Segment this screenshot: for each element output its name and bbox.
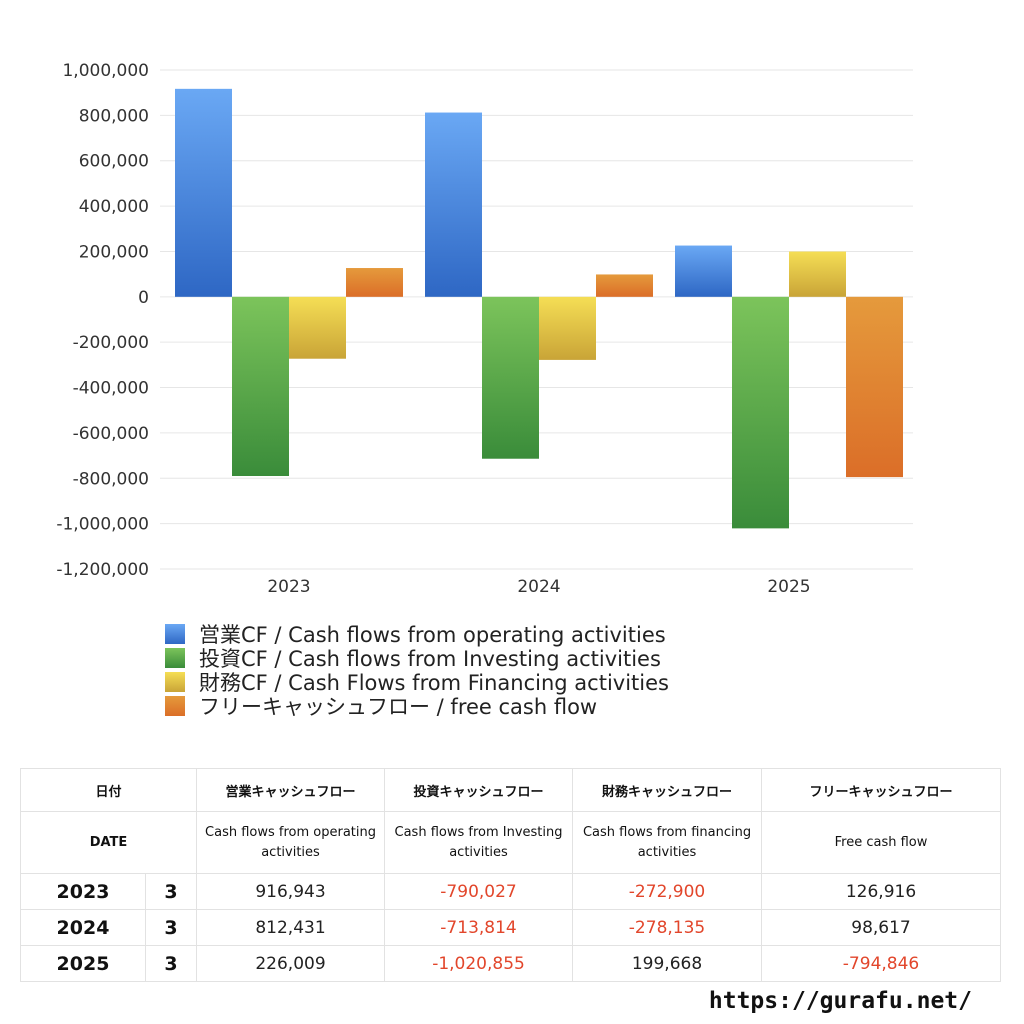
cell-free-cash-flow: -794,846	[761, 945, 1002, 982]
bar-investing-2023	[232, 296, 289, 477]
table-header-en: DATE Cash flows from operating activitie…	[19, 811, 1002, 874]
cell-investing: -790,027	[384, 873, 574, 910]
cell-operating: 226,009	[196, 945, 386, 982]
cell-financing: -272,900	[572, 873, 763, 910]
cell-operating: 812,431	[196, 909, 386, 946]
legend-label-financing: 財務CF / Cash Flows from Financing activit…	[199, 671, 669, 695]
cell-investing: -713,814	[384, 909, 574, 946]
row-year: 2023	[20, 873, 146, 910]
cell-financing: -278,135	[572, 909, 763, 946]
header-investing-en: Cash flows from Investing activities	[384, 811, 574, 874]
y-tick-label: -200,000	[73, 333, 149, 353]
x-tick-label: 2023	[267, 577, 310, 597]
cell-free-cash-flow: 98,617	[761, 909, 1002, 946]
table-row: 2023 3 916,943 -790,027 -272,900 126,916	[20, 873, 1002, 910]
legend-item-financing: 財務CF / Cash Flows from Financing activit…	[165, 670, 669, 695]
legend-swatch-free-cash-flow	[165, 696, 185, 716]
cash-flow-table: 日付 営業キャッシュフロー 投資キャッシュフロー 財務キャッシュフロー フリーキ…	[19, 768, 1002, 982]
header-free-cash-flow-en: Free cash flow	[761, 811, 1002, 874]
table-row: 2024 3 812,431 -713,814 -278,135 98,617	[20, 909, 1002, 946]
cash-flow-chart: 1,000,000 800,000 600,000 400,000 200,000 0 -2…	[56, 61, 913, 597]
bar-free-cash-flow-2023	[346, 268, 403, 297]
y-tick-label: -1,200,000	[56, 560, 149, 580]
legend-label-investing: 投資CF / Cash flows from Investing activit…	[199, 647, 661, 671]
table-header-ja: 日付 営業キャッシュフロー 投資キャッシュフロー 財務キャッシュフロー フリーキ…	[19, 768, 1002, 812]
bar-investing-2025	[732, 296, 789, 529]
legend-label-operating: 営業CF / Cash flows from operating activit…	[199, 623, 666, 647]
bar-operating-2023	[175, 88, 232, 297]
row-year: 2024	[20, 909, 146, 946]
legend-item-operating: 営業CF / Cash flows from operating activit…	[165, 622, 669, 647]
header-date-en: DATE	[19, 811, 198, 874]
header-investing-ja: 投資キャッシュフロー	[384, 768, 574, 812]
bar-financing-2024	[539, 296, 596, 360]
bar-free-cash-flow-2025	[846, 296, 903, 478]
row-year: 2025	[20, 945, 146, 982]
bars	[175, 88, 903, 529]
header-operating-ja: 営業キャッシュフロー	[196, 768, 386, 812]
bar-operating-2024	[425, 112, 482, 297]
legend: 営業CF / Cash flows from operating activit…	[165, 622, 669, 719]
y-tick-label: 400,000	[79, 197, 149, 217]
y-tick-label: -800,000	[73, 469, 149, 489]
x-tick-label: 2024	[517, 577, 560, 597]
legend-swatch-investing	[165, 648, 185, 668]
x-tick-label: 2025	[767, 577, 810, 597]
row-month: 3	[144, 945, 198, 982]
header-financing-ja: 財務キャッシュフロー	[572, 768, 763, 812]
x-axis-ticks: 2023 2024 2025	[267, 577, 810, 597]
bar-financing-2025	[789, 251, 846, 297]
cell-operating: 916,943	[196, 873, 386, 910]
y-tick-label: -600,000	[73, 424, 149, 444]
legend-swatch-operating	[165, 624, 185, 644]
legend-item-investing: 投資CF / Cash flows from Investing activit…	[165, 646, 669, 671]
row-month: 3	[144, 873, 198, 910]
bar-operating-2025	[675, 245, 732, 297]
y-axis-ticks: 1,000,000 800,000 600,000 400,000 200,000 0 -2…	[56, 61, 149, 580]
legend-swatch-financing	[165, 672, 185, 692]
y-tick-label: 0	[138, 288, 149, 308]
bar-free-cash-flow-2024	[596, 274, 653, 297]
y-tick-label: 1,000,000	[62, 61, 149, 81]
y-tick-label: 800,000	[79, 106, 149, 126]
header-free-cash-flow-ja: フリーキャッシュフロー	[761, 768, 1002, 812]
header-date-ja: 日付	[19, 768, 198, 812]
header-financing-en: Cash flows from financing activities	[572, 811, 763, 874]
table-row: 2025 3 226,009 -1,020,855 199,668 -794,8…	[20, 945, 1002, 982]
cell-free-cash-flow: 126,916	[761, 873, 1002, 910]
header-operating-en: Cash flows from operating activities	[196, 811, 386, 874]
cell-financing: 199,668	[572, 945, 763, 982]
y-tick-label: -1,000,000	[56, 515, 149, 535]
cell-investing: -1,020,855	[384, 945, 574, 982]
y-tick-label: 200,000	[79, 242, 149, 262]
y-tick-label: 600,000	[79, 152, 149, 172]
bar-financing-2023	[289, 296, 346, 359]
y-tick-label: -400,000	[73, 379, 149, 399]
source-url: https://gurafu.net/	[708, 988, 972, 1014]
legend-item-free-cash-flow: フリーキャッシュフロー / free cash flow	[165, 694, 669, 719]
bar-investing-2024	[482, 296, 539, 459]
legend-label-free-cash-flow: フリーキャッシュフロー / free cash flow	[199, 695, 598, 719]
row-month: 3	[144, 909, 198, 946]
